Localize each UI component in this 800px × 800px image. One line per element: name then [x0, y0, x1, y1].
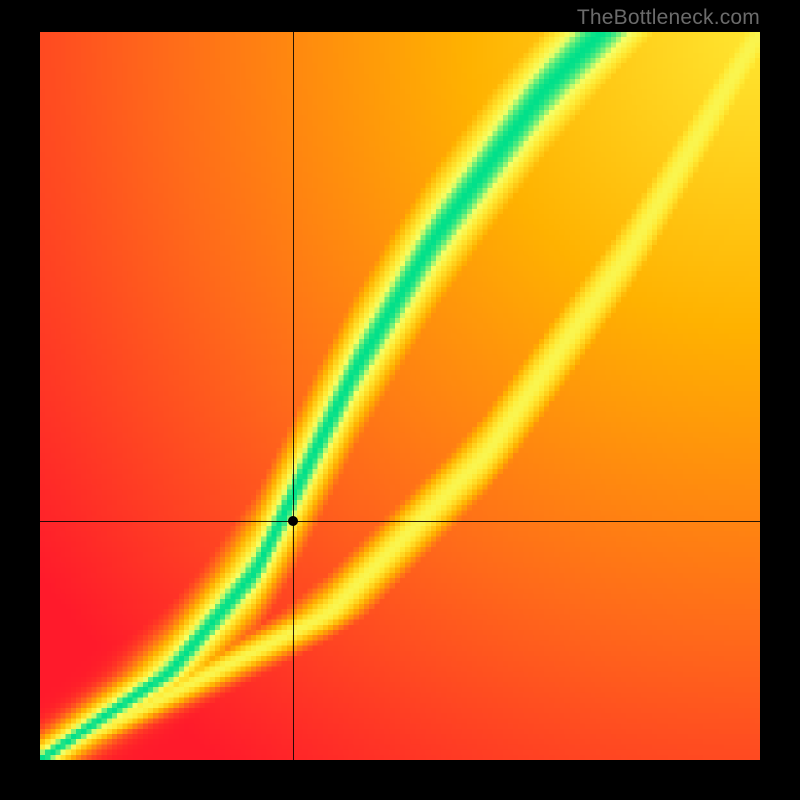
frame: TheBottleneck.com — [0, 0, 800, 800]
watermark-text: TheBottleneck.com — [577, 6, 760, 30]
heatmap-plot — [40, 32, 760, 760]
heatmap-canvas — [40, 32, 760, 760]
